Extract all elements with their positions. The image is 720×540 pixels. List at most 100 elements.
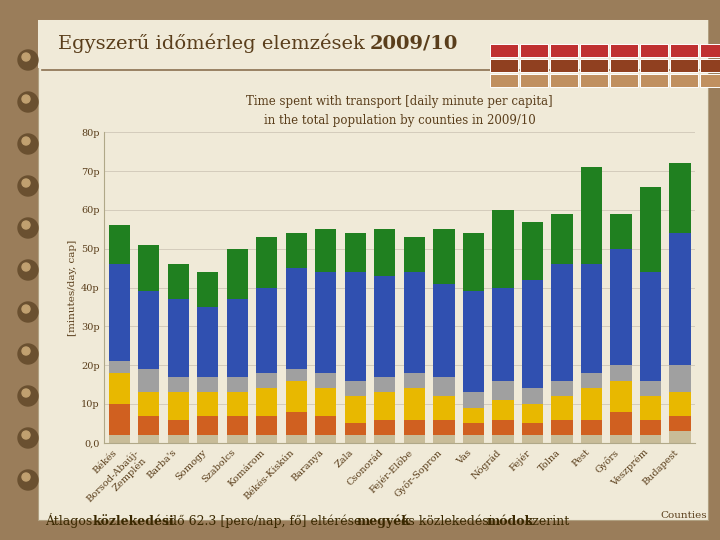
Bar — [581, 388, 602, 420]
Bar — [315, 373, 336, 388]
Bar — [256, 388, 277, 416]
Text: Átlagos: Átlagos — [45, 513, 96, 528]
Bar — [522, 280, 543, 388]
Bar — [197, 272, 218, 307]
Bar — [404, 420, 425, 435]
Text: módok: módok — [487, 515, 534, 528]
Bar — [552, 381, 572, 396]
Bar — [109, 264, 130, 361]
FancyBboxPatch shape — [670, 74, 698, 87]
Circle shape — [22, 305, 30, 313]
Bar — [286, 268, 307, 369]
Bar — [611, 214, 631, 249]
Bar — [552, 420, 572, 435]
FancyBboxPatch shape — [520, 59, 548, 72]
FancyBboxPatch shape — [640, 74, 668, 87]
Bar — [168, 299, 189, 377]
Bar — [315, 230, 336, 272]
Bar — [463, 292, 484, 393]
Bar — [581, 264, 602, 373]
Bar — [640, 272, 661, 381]
Bar — [374, 420, 395, 435]
Circle shape — [18, 218, 38, 238]
Bar — [138, 393, 159, 416]
Bar — [374, 393, 395, 420]
Circle shape — [18, 134, 38, 154]
Circle shape — [22, 137, 30, 145]
FancyBboxPatch shape — [490, 44, 518, 57]
Bar — [197, 416, 218, 435]
Bar — [581, 167, 602, 264]
Bar — [256, 373, 277, 388]
Circle shape — [18, 302, 38, 322]
Bar — [492, 381, 513, 400]
Bar — [109, 435, 130, 443]
Bar — [463, 393, 484, 408]
Bar — [463, 423, 484, 435]
Bar — [256, 287, 277, 373]
Bar — [433, 230, 454, 284]
Bar — [345, 272, 366, 381]
Text: és közlekedési: és közlekedési — [397, 515, 497, 528]
Bar — [522, 388, 543, 404]
Bar — [197, 377, 218, 393]
Bar — [522, 404, 543, 423]
Bar — [315, 272, 336, 373]
Bar — [374, 276, 395, 377]
Bar — [138, 416, 159, 435]
Bar — [227, 435, 248, 443]
Bar — [492, 420, 513, 435]
Circle shape — [22, 389, 30, 397]
Text: szerint: szerint — [522, 515, 570, 528]
Bar — [552, 435, 572, 443]
Bar — [492, 400, 513, 420]
Bar — [463, 408, 484, 423]
Circle shape — [22, 473, 30, 481]
Bar — [552, 264, 572, 381]
Bar — [256, 435, 277, 443]
Bar — [138, 369, 159, 393]
Bar — [611, 411, 631, 435]
Bar — [433, 377, 454, 396]
Bar — [670, 233, 690, 365]
Bar — [315, 416, 336, 435]
Bar — [433, 396, 454, 420]
Circle shape — [22, 263, 30, 271]
FancyBboxPatch shape — [550, 44, 578, 57]
Bar — [168, 264, 189, 299]
Bar — [404, 373, 425, 388]
FancyBboxPatch shape — [700, 74, 720, 87]
FancyBboxPatch shape — [700, 59, 720, 72]
Bar — [670, 163, 690, 233]
Bar — [168, 377, 189, 393]
Bar — [345, 233, 366, 272]
FancyBboxPatch shape — [550, 59, 578, 72]
Bar — [138, 435, 159, 443]
Text: Egyszerű időmérleg elemzések: Egyszerű időmérleg elemzések — [58, 33, 371, 53]
Bar — [404, 272, 425, 373]
Bar — [168, 435, 189, 443]
Bar — [611, 249, 631, 365]
FancyBboxPatch shape — [520, 74, 548, 87]
FancyBboxPatch shape — [520, 44, 548, 57]
FancyBboxPatch shape — [670, 59, 698, 72]
Bar — [552, 396, 572, 420]
Text: idő 62.3 [perc/nap, fő] eltérése: idő 62.3 [perc/nap, fő] eltérése — [161, 515, 365, 528]
Bar — [227, 249, 248, 299]
Circle shape — [22, 179, 30, 187]
Bar — [345, 396, 366, 423]
FancyBboxPatch shape — [580, 59, 608, 72]
FancyBboxPatch shape — [550, 74, 578, 87]
Text: megyék: megyék — [357, 515, 411, 528]
FancyBboxPatch shape — [640, 44, 668, 57]
Circle shape — [18, 386, 38, 406]
Bar — [581, 420, 602, 435]
Circle shape — [18, 50, 38, 70]
Bar — [374, 230, 395, 276]
Circle shape — [22, 53, 30, 61]
Bar — [670, 416, 690, 431]
FancyBboxPatch shape — [640, 59, 668, 72]
Bar — [138, 292, 159, 369]
Circle shape — [22, 95, 30, 103]
Bar — [345, 381, 366, 396]
